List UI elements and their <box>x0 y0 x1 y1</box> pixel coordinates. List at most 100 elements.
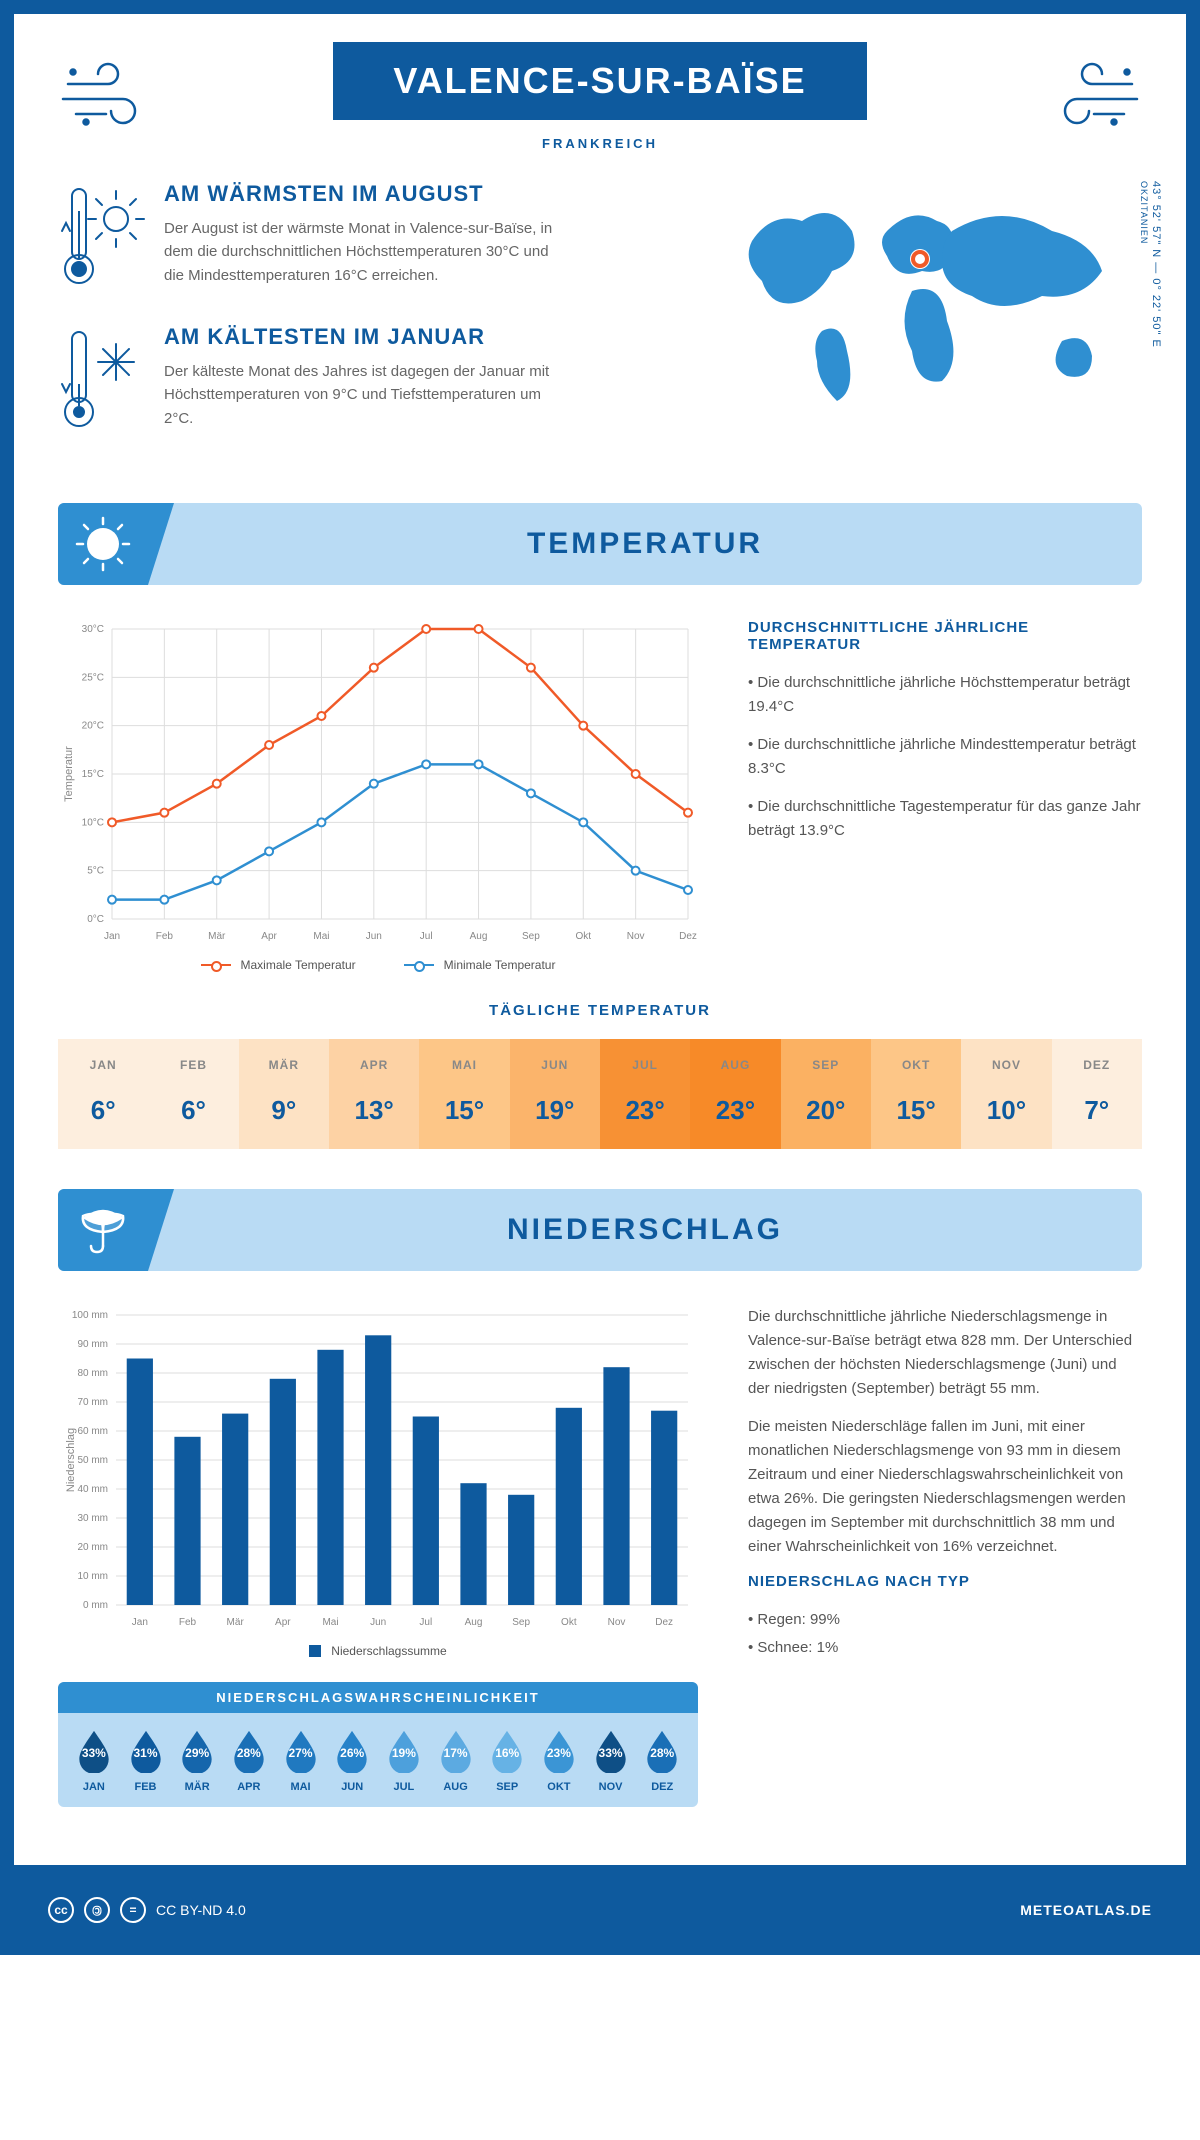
legend-precip: Niederschlagssumme <box>331 1644 446 1658</box>
warm-heading: AM WÄRMSTEN IM AUGUST <box>164 181 564 207</box>
daily-temp-cell: MAI15° <box>419 1039 509 1149</box>
daily-temp-cell: SEP20° <box>781 1039 871 1149</box>
svg-text:Jun: Jun <box>366 931 382 942</box>
svg-text:10°C: 10°C <box>82 817 104 828</box>
svg-text:Feb: Feb <box>156 931 174 942</box>
svg-text:20°C: 20°C <box>82 721 104 732</box>
daily-temp-cell: JUL23° <box>600 1039 690 1149</box>
svg-text:Jun: Jun <box>370 1617 386 1628</box>
daily-temp-cell: JAN6° <box>58 1039 148 1149</box>
cold-heading: AM KÄLTESTEN IM JANUAR <box>164 324 564 350</box>
precip-para2: Die meisten Niederschläge fallen im Juni… <box>748 1415 1142 1559</box>
svg-text:80 mm: 80 mm <box>77 1368 108 1379</box>
prob-cell: 26%JUN <box>326 1729 378 1793</box>
precip-type-bullet: • Regen: 99% <box>748 1608 1142 1632</box>
svg-text:Sep: Sep <box>512 1617 530 1628</box>
svg-text:50 mm: 50 mm <box>77 1455 108 1466</box>
svg-text:Mär: Mär <box>208 931 226 942</box>
svg-text:90 mm: 90 mm <box>77 1339 108 1350</box>
svg-text:Dez: Dez <box>679 931 697 942</box>
daily-temp-cell: DEZ7° <box>1052 1039 1142 1149</box>
daily-temp-cell: AUG23° <box>690 1039 780 1149</box>
prob-cell: 16%SEP <box>481 1729 533 1793</box>
svg-text:Nov: Nov <box>627 931 645 942</box>
temp-bullet: • Die durchschnittliche jährliche Höchst… <box>748 671 1142 719</box>
svg-text:Aug: Aug <box>465 1617 483 1628</box>
svg-text:Mai: Mai <box>313 931 329 942</box>
prob-cell: 29%MÄR <box>171 1729 223 1793</box>
daily-temp-cell: MÄR9° <box>239 1039 329 1149</box>
svg-text:25°C: 25°C <box>82 672 104 683</box>
cc-icon: cc <box>48 1897 74 1923</box>
cold-text: Der kälteste Monat des Jahres ist dagege… <box>164 360 564 430</box>
svg-text:0°C: 0°C <box>87 914 104 925</box>
svg-text:100 mm: 100 mm <box>72 1310 108 1321</box>
daily-temp-cell: JUN19° <box>510 1039 600 1149</box>
svg-text:Dez: Dez <box>655 1617 673 1628</box>
svg-text:Mär: Mär <box>227 1617 245 1628</box>
site-credit: METEOATLAS.DE <box>1020 1902 1152 1918</box>
precip-probability-table: NIEDERSCHLAGSWAHRSCHEINLICHKEIT 33%JAN31… <box>58 1682 698 1807</box>
precipitation-bar-chart: 0 mm 10 mm 20 mm 30 mm 40 mm 50 mm 60 mm 70 mm 8… <box>58 1305 698 1658</box>
svg-text:15°C: 15°C <box>82 769 104 780</box>
by-icon: 🄯 <box>84 1897 110 1923</box>
svg-text:Temperatur: Temperatur <box>63 746 75 802</box>
section-title-temperature: TEMPERATUR <box>148 527 1142 561</box>
svg-text:Niederschlag: Niederschlag <box>65 1428 77 1492</box>
svg-text:20 mm: 20 mm <box>77 1542 108 1553</box>
daily-temp-table: JAN6°FEB6°MÄR9°APR13°MAI15°JUN19°JUL23°A… <box>58 1039 1142 1149</box>
world-map: 43° 52' 57" N — 0° 22' 50" E OKZITANIEN <box>722 181 1142 467</box>
temp-side-heading: DURCHSCHNITTLICHE JÄHRLICHE TEMPERATUR <box>748 619 1142 653</box>
prob-cell: 27%MAI <box>275 1729 327 1793</box>
prob-cell: 19%JUL <box>378 1729 430 1793</box>
coordinates: 43° 52' 57" N — 0° 22' 50" E OKZITANIEN <box>1138 181 1162 348</box>
umbrella-icon <box>58 1189 148 1271</box>
legend-max: Maximale Temperatur <box>241 958 356 972</box>
prob-cell: 17%AUG <box>430 1729 482 1793</box>
svg-text:Feb: Feb <box>179 1617 197 1628</box>
svg-text:30°C: 30°C <box>82 624 104 635</box>
daily-temp-cell: APR13° <box>329 1039 419 1149</box>
legend-min: Minimale Temperatur <box>444 958 556 972</box>
wind-icon-left <box>58 54 168 139</box>
prob-title: NIEDERSCHLAGSWAHRSCHEINLICHKEIT <box>58 1682 698 1713</box>
page-title: VALENCE-SUR-BAÏSE <box>333 42 866 120</box>
daily-temp-cell: FEB6° <box>148 1039 238 1149</box>
svg-text:70 mm: 70 mm <box>77 1397 108 1408</box>
prob-cell: 23%OKT <box>533 1729 585 1793</box>
nd-icon: = <box>120 1897 146 1923</box>
prob-cell: 31%FEB <box>120 1729 172 1793</box>
svg-text:0 mm: 0 mm <box>83 1600 108 1611</box>
page-subtitle: FRANKREICH <box>168 136 1032 151</box>
svg-text:Apr: Apr <box>275 1617 291 1628</box>
svg-text:30 mm: 30 mm <box>77 1513 108 1524</box>
svg-text:Mai: Mai <box>322 1617 338 1628</box>
svg-text:5°C: 5°C <box>87 866 104 877</box>
prob-cell: 33%JAN <box>68 1729 120 1793</box>
svg-text:Jul: Jul <box>419 1617 432 1628</box>
warm-text: Der August ist der wärmste Monat in Vale… <box>164 217 564 287</box>
daily-temp-cell: OKT15° <box>871 1039 961 1149</box>
thermometer-cold-icon <box>58 324 148 439</box>
header: VALENCE-SUR-BAÏSE FRANKREICH <box>58 42 1142 151</box>
section-banner-precipitation: NIEDERSCHLAG <box>58 1189 1142 1271</box>
svg-text:Okt: Okt <box>575 931 591 942</box>
daily-temp-title: TÄGLICHE TEMPERATUR <box>58 1002 1142 1019</box>
svg-text:10 mm: 10 mm <box>77 1571 108 1582</box>
svg-text:Jul: Jul <box>420 931 433 942</box>
section-title-precipitation: NIEDERSCHLAG <box>148 1213 1142 1247</box>
svg-text:Apr: Apr <box>261 931 277 942</box>
section-banner-temperature: TEMPERATUR <box>58 503 1142 585</box>
precip-para1: Die durchschnittliche jährliche Niedersc… <box>748 1305 1142 1401</box>
prob-cell: 28%DEZ <box>636 1729 688 1793</box>
svg-text:40 mm: 40 mm <box>77 1484 108 1495</box>
sun-icon <box>58 503 148 585</box>
svg-text:Aug: Aug <box>470 931 488 942</box>
thermometer-hot-icon <box>58 181 148 296</box>
precip-type-heading: NIEDERSCHLAG NACH TYP <box>748 1573 1142 1590</box>
svg-text:Jan: Jan <box>104 931 120 942</box>
svg-text:Nov: Nov <box>608 1617 626 1628</box>
precip-type-bullet: • Schnee: 1% <box>748 1636 1142 1660</box>
svg-text:Okt: Okt <box>561 1617 577 1628</box>
svg-text:60 mm: 60 mm <box>77 1426 108 1437</box>
